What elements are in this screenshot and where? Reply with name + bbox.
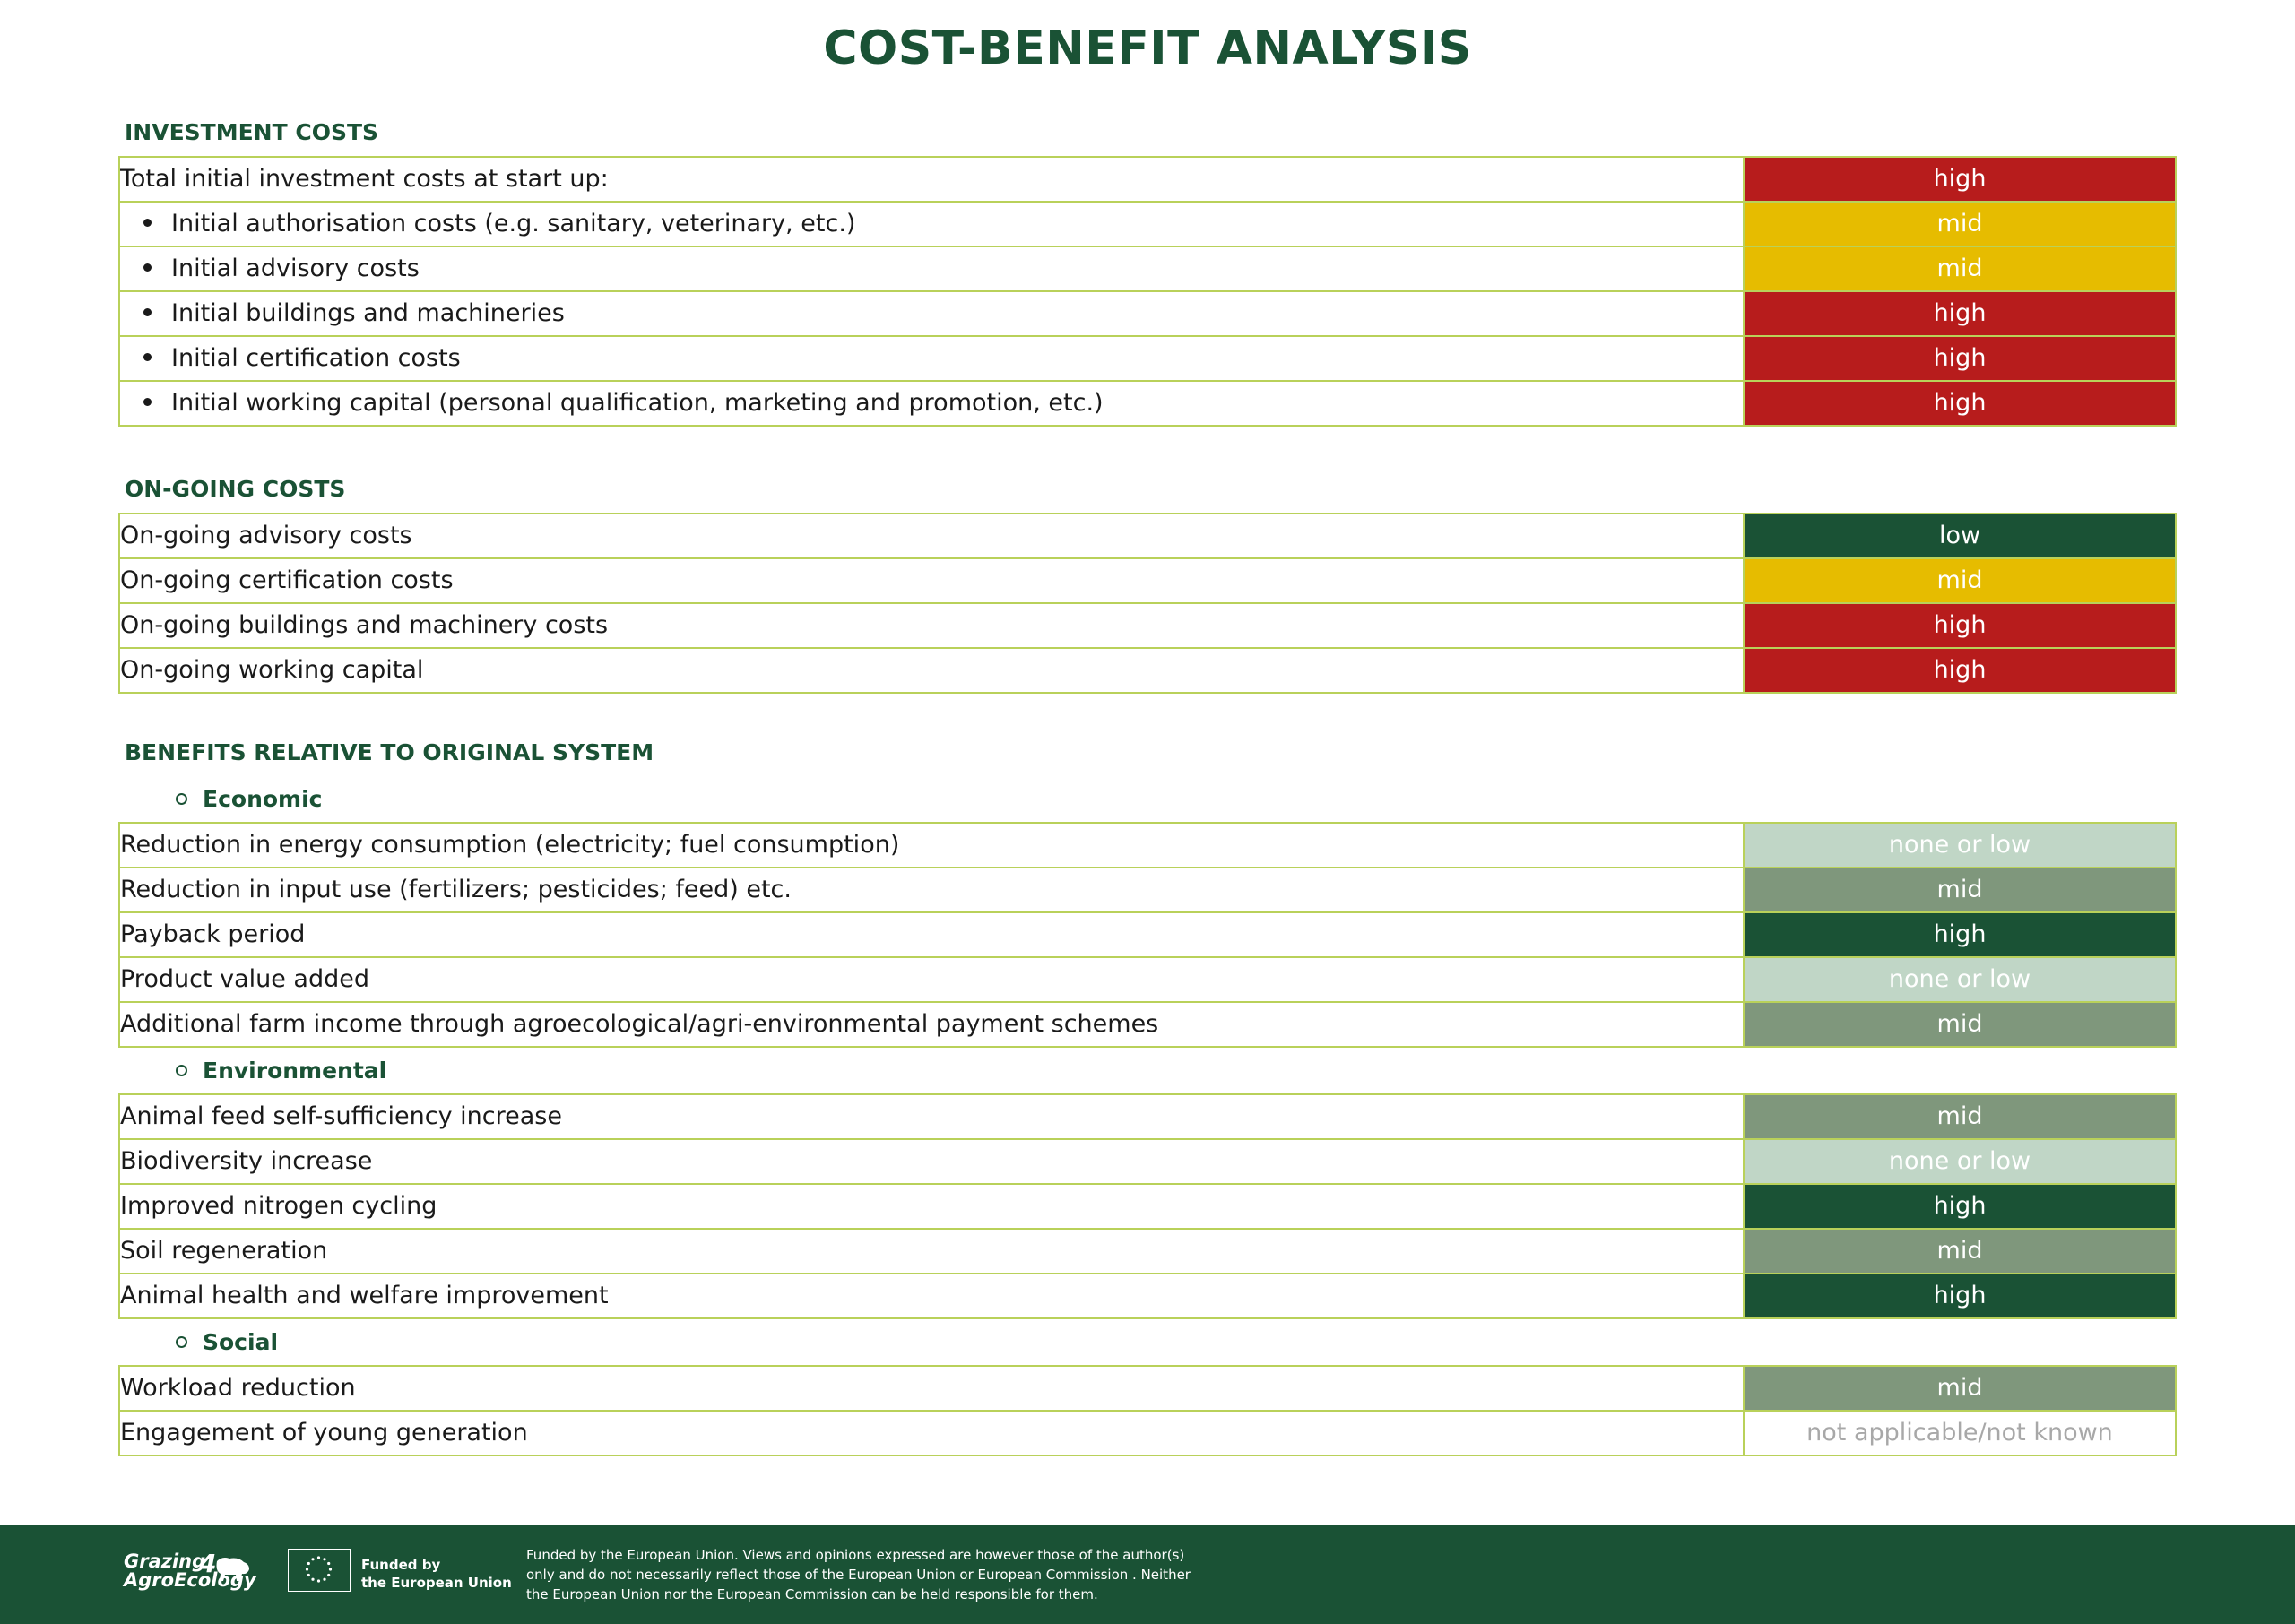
rating-cell: high — [1743, 156, 2177, 203]
table-row: Animal feed self-sufficiency increase mi… — [118, 1093, 2177, 1140]
investment-costs-table: Total initial investment costs at start … — [118, 156, 2177, 427]
rating-cell: none or low — [1743, 956, 2177, 1003]
eu-funding-label: Funded by the European Union — [361, 1557, 512, 1591]
row-label: Soil regeneration — [118, 1228, 1745, 1274]
rating-cell: high — [1743, 602, 2177, 649]
row-label: Initial advisory costs — [171, 255, 420, 282]
table-row: On-going working capital high — [118, 647, 2177, 694]
table-row: Initial certification costs high — [118, 335, 2177, 382]
bullet-icon — [143, 219, 152, 227]
table-row: Biodiversity increase none or low — [118, 1138, 2177, 1185]
row-label: Biodiversity increase — [118, 1138, 1745, 1185]
bullet-icon — [143, 353, 152, 361]
rating-cell: high — [1743, 647, 2177, 694]
rating-cell: mid — [1743, 1228, 2177, 1274]
bullet-icon — [143, 308, 152, 316]
table-row: Soil regeneration mid — [118, 1228, 2177, 1274]
logo-mark: 4 — [198, 1549, 216, 1578]
rating-cell: none or low — [1743, 1138, 2177, 1185]
ongoing-costs-section: ON-GOING COSTS On-going advisory costs l… — [118, 466, 2177, 694]
row-label: Payback period — [118, 911, 1745, 958]
ongoing-costs-heading: ON-GOING COSTS — [125, 476, 346, 502]
rating-cell: high — [1743, 911, 2177, 958]
rating-cell: high — [1743, 335, 2177, 382]
row-label: Improved nitrogen cycling — [118, 1183, 1745, 1230]
rating-cell: high — [1743, 380, 2177, 427]
eu-flag-icon — [288, 1549, 351, 1592]
rating-cell: mid — [1743, 1001, 2177, 1048]
table-row: On-going certification costs mid — [118, 557, 2177, 604]
row-label: Animal feed self-sufficiency increase — [118, 1093, 1745, 1140]
rating-cell: mid — [1743, 1093, 2177, 1140]
row-label: On-going advisory costs — [118, 513, 1745, 559]
row-label: Additional farm income through agroecolo… — [118, 1001, 1745, 1048]
row-label: Initial working capital (personal qualif… — [171, 389, 1104, 417]
rating-cell: mid — [1743, 246, 2177, 292]
economic-benefits-table: Reduction in energy consumption (electri… — [118, 822, 2177, 1048]
table-row: Initial advisory costs mid — [118, 246, 2177, 292]
footer: Grazing AgroEcology 4 Funded by — [0, 1525, 2295, 1624]
bullet-icon — [143, 398, 152, 406]
investment-costs-heading: INVESTMENT COSTS — [125, 119, 379, 145]
table-row: Reduction in energy consumption (electri… — [118, 822, 2177, 868]
rating-cell: high — [1743, 1273, 2177, 1319]
table-row: Animal health and welfare improvement hi… — [118, 1273, 2177, 1319]
table-row: Initial buildings and machineries high — [118, 290, 2177, 337]
row-label: Reduction in input use (fertilizers; pes… — [118, 867, 1745, 913]
row-label: Engagement of young generation — [118, 1410, 1745, 1456]
rating-cell: mid — [1743, 201, 2177, 247]
rating-cell: mid — [1743, 1365, 2177, 1412]
table-row: Product value added none or low — [118, 956, 2177, 1003]
row-label: Animal health and welfare improvement — [118, 1273, 1745, 1319]
table-row: Engagement of young generation not appli… — [118, 1410, 2177, 1456]
table-row: Additional farm income through agroecolo… — [118, 1001, 2177, 1048]
row-label: Initial buildings and machineries — [171, 299, 565, 327]
rating-cell: high — [1743, 1183, 2177, 1230]
table-row: Reduction in input use (fertilizers; pes… — [118, 867, 2177, 913]
row-label: Total initial investment costs at start … — [118, 156, 1745, 203]
rating-cell: mid — [1743, 557, 2177, 604]
row-label: Workload reduction — [118, 1365, 1745, 1412]
circle-bullet-icon — [176, 1336, 187, 1348]
environmental-benefits-table: Animal feed self-sufficiency increase mi… — [118, 1093, 2177, 1319]
row-label: Reduction in energy consumption (electri… — [118, 822, 1745, 868]
environmental-subheading: Environmental — [118, 1048, 2177, 1093]
rating-cell: mid — [1743, 867, 2177, 913]
benefits-heading: BENEFITS RELATIVE TO ORIGINAL SYSTEM — [125, 739, 654, 765]
circle-bullet-icon — [176, 793, 187, 805]
rating-cell: low — [1743, 513, 2177, 559]
row-label: On-going buildings and machinery costs — [118, 602, 1745, 649]
table-row: Initial working capital (personal qualif… — [118, 380, 2177, 427]
benefits-section: BENEFITS RELATIVE TO ORIGINAL SYSTEM Eco… — [118, 730, 2177, 1456]
table-row: Total initial investment costs at start … — [118, 156, 2177, 203]
row-label: Initial certification costs — [171, 344, 461, 372]
economic-subheading: Economic — [118, 776, 2177, 822]
row-label: On-going working capital — [118, 647, 1745, 694]
rating-cell: high — [1743, 290, 2177, 337]
row-label: Initial authorisation costs (e.g. sanita… — [171, 210, 856, 238]
ongoing-costs-table: On-going advisory costs low On-going cer… — [118, 513, 2177, 694]
social-subheading: Social — [118, 1319, 2177, 1365]
rating-cell: none or low — [1743, 822, 2177, 868]
bullet-icon — [143, 263, 152, 272]
table-row: Workload reduction mid — [118, 1365, 2177, 1412]
table-row: Improved nitrogen cycling high — [118, 1183, 2177, 1230]
page-title: COST-BENEFIT ANALYSIS — [823, 22, 1472, 75]
cow-logo-icon: 4 — [198, 1549, 249, 1581]
table-row: On-going buildings and machinery costs h… — [118, 602, 2177, 649]
table-row: On-going advisory costs low — [118, 513, 2177, 559]
row-label: On-going certification costs — [118, 557, 1745, 604]
investment-costs-section: INVESTMENT COSTS Total initial investmen… — [118, 109, 2177, 427]
eu-disclaimer: Funded by the European Union. Views and … — [526, 1547, 1191, 1602]
table-row: Payback period high — [118, 911, 2177, 958]
rating-cell: not applicable/not known — [1743, 1410, 2177, 1456]
row-label: Product value added — [118, 956, 1745, 1003]
table-row: Initial authorisation costs (e.g. sanita… — [118, 201, 2177, 247]
social-benefits-table: Workload reduction mid Engagement of you… — [118, 1365, 2177, 1456]
circle-bullet-icon — [176, 1065, 187, 1076]
